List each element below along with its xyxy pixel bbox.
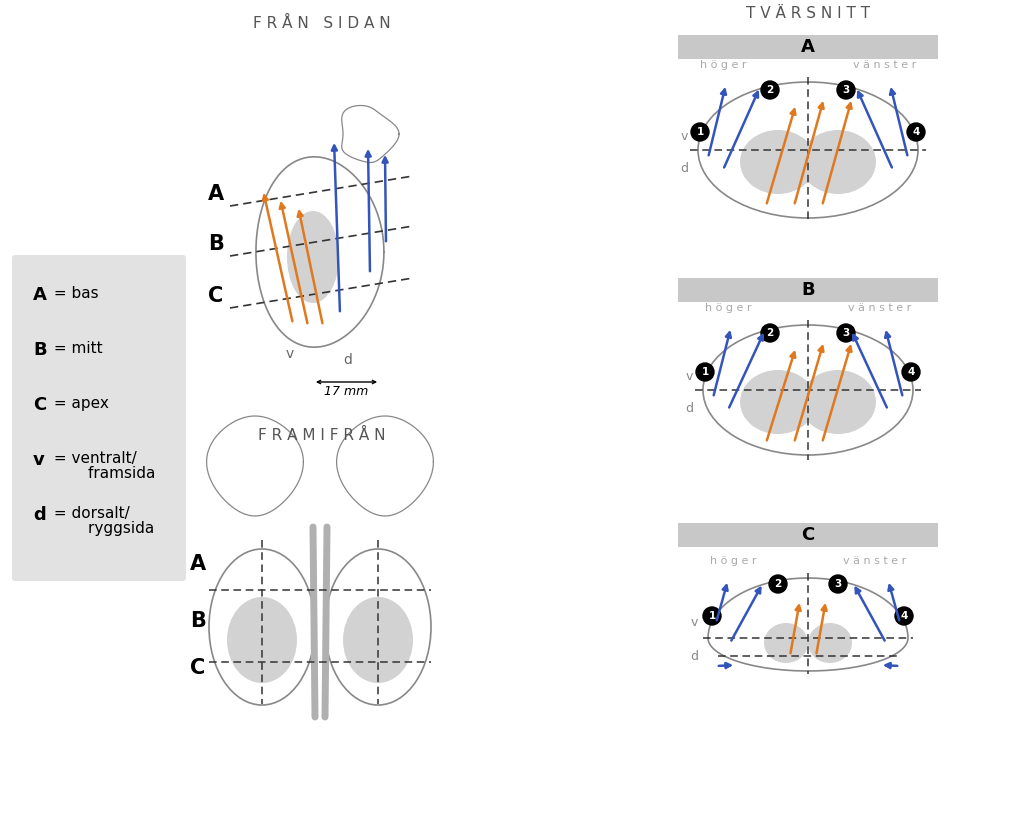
Text: T V Ä R S N I T T: T V Ä R S N I T T	[745, 6, 870, 21]
Text: d: d	[344, 353, 352, 367]
Polygon shape	[207, 416, 303, 516]
Text: 2: 2	[766, 328, 773, 338]
Text: B: B	[801, 281, 815, 299]
Circle shape	[761, 81, 779, 99]
Text: v ä n s t e r: v ä n s t e r	[848, 303, 911, 313]
Text: 4: 4	[912, 127, 920, 137]
Text: 4: 4	[900, 611, 907, 621]
Text: B: B	[208, 234, 224, 254]
Text: ryggsida: ryggsida	[49, 521, 155, 536]
Circle shape	[696, 363, 714, 381]
Text: A: A	[33, 286, 47, 304]
Text: A: A	[190, 554, 206, 574]
Text: v ä n s t e r: v ä n s t e r	[843, 556, 906, 566]
Ellipse shape	[325, 549, 431, 705]
Ellipse shape	[740, 130, 816, 194]
Text: d: d	[685, 402, 693, 415]
Circle shape	[837, 324, 855, 342]
Circle shape	[902, 363, 920, 381]
Text: = apex: = apex	[49, 396, 109, 411]
Text: framsida: framsida	[49, 466, 156, 481]
Text: v: v	[286, 347, 294, 361]
Text: v: v	[681, 130, 688, 143]
Circle shape	[907, 123, 925, 141]
FancyBboxPatch shape	[678, 278, 938, 302]
Polygon shape	[342, 106, 399, 163]
Text: F R A M I F R Å N: F R A M I F R Å N	[258, 428, 386, 443]
FancyBboxPatch shape	[678, 523, 938, 547]
Ellipse shape	[703, 325, 913, 455]
Text: C: C	[802, 526, 815, 544]
Ellipse shape	[343, 597, 413, 683]
Ellipse shape	[740, 370, 816, 434]
Text: 17 mm: 17 mm	[325, 385, 369, 398]
Text: = bas: = bas	[49, 286, 98, 301]
Text: 3: 3	[835, 579, 842, 589]
Text: C: C	[190, 658, 205, 678]
Text: h ö g e r: h ö g e r	[700, 60, 746, 70]
Polygon shape	[708, 578, 908, 671]
Ellipse shape	[287, 211, 339, 303]
Text: A: A	[208, 184, 224, 204]
Text: 1: 1	[701, 367, 709, 377]
Text: 2: 2	[774, 579, 781, 589]
Text: v: v	[33, 451, 45, 469]
FancyBboxPatch shape	[678, 35, 938, 59]
Text: d: d	[690, 650, 698, 663]
Text: = ventralt/: = ventralt/	[49, 451, 137, 466]
Text: 1: 1	[696, 127, 703, 137]
Circle shape	[829, 575, 847, 593]
Ellipse shape	[800, 370, 876, 434]
Text: B: B	[190, 611, 206, 631]
Ellipse shape	[764, 623, 808, 663]
Circle shape	[769, 575, 787, 593]
Text: B: B	[33, 341, 47, 359]
Text: 3: 3	[843, 328, 850, 338]
Ellipse shape	[227, 597, 297, 683]
Circle shape	[691, 123, 709, 141]
Text: v: v	[686, 370, 693, 383]
Text: h ö g e r: h ö g e r	[710, 556, 757, 566]
Polygon shape	[256, 157, 384, 347]
Text: 3: 3	[843, 85, 850, 95]
Ellipse shape	[209, 549, 315, 705]
Ellipse shape	[800, 130, 876, 194]
Text: = mitt: = mitt	[49, 341, 102, 356]
Text: 1: 1	[709, 611, 716, 621]
Text: v ä n s t e r: v ä n s t e r	[853, 60, 916, 70]
Circle shape	[837, 81, 855, 99]
Text: 2: 2	[766, 85, 773, 95]
Polygon shape	[337, 416, 433, 516]
Text: h ö g e r: h ö g e r	[705, 303, 752, 313]
Text: d: d	[680, 162, 688, 175]
Ellipse shape	[698, 82, 918, 218]
Circle shape	[761, 324, 779, 342]
Text: = dorsalt/: = dorsalt/	[49, 506, 130, 521]
Text: 4: 4	[907, 367, 914, 377]
Ellipse shape	[808, 623, 852, 663]
Text: C: C	[208, 286, 223, 306]
Text: v: v	[690, 616, 698, 629]
Text: C: C	[33, 396, 46, 414]
Text: A: A	[801, 38, 815, 56]
Text: d: d	[33, 506, 46, 524]
Circle shape	[895, 607, 913, 625]
Circle shape	[703, 607, 721, 625]
Text: F R Å N   S I D A N: F R Å N S I D A N	[253, 16, 391, 31]
FancyBboxPatch shape	[12, 255, 186, 581]
